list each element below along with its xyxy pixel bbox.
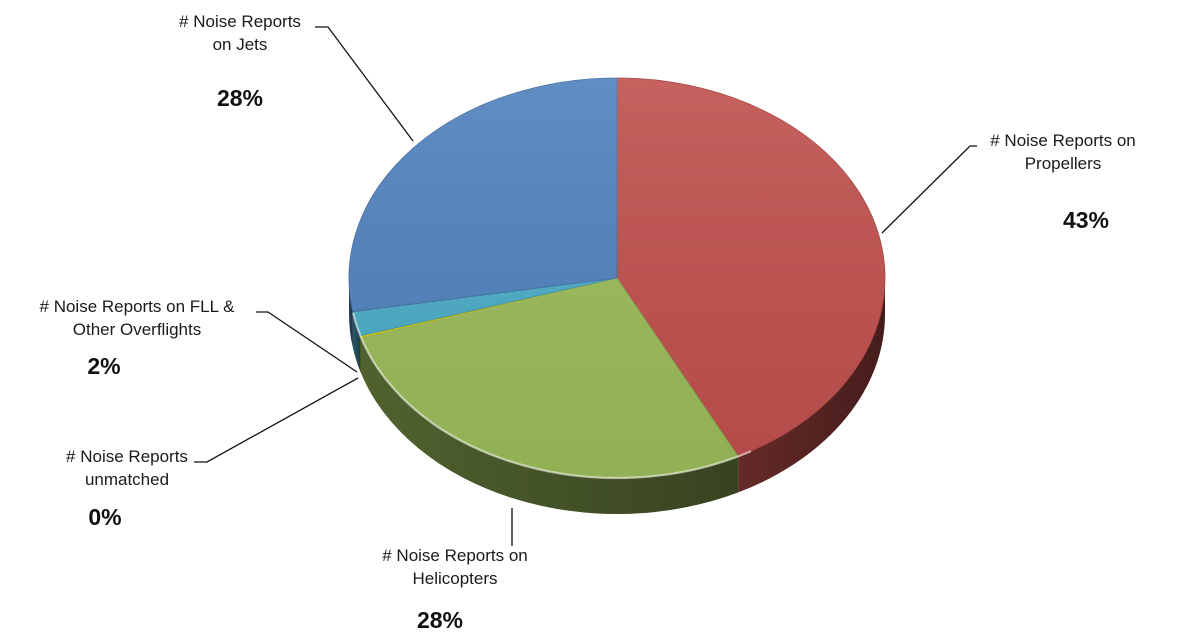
- leader-line-unmatched: [194, 377, 359, 463]
- slice-label-helicopters-0: # Noise Reports on: [382, 546, 528, 565]
- slice-label-unmatched-1: unmatched: [85, 470, 169, 489]
- slice-label-propellers-0: # Noise Reports on: [990, 131, 1136, 150]
- pie-tops: [348, 77, 886, 479]
- slice-side-shade-helicopters: [361, 337, 739, 514]
- slice-value-fll-overflights: 2%: [87, 353, 120, 379]
- slice-label-jets-0: # Noise Reports: [179, 12, 301, 31]
- slice-label-helicopters-1: Helicopters: [412, 569, 497, 588]
- slice-value-propellers: 43%: [1063, 207, 1109, 233]
- slice-label-unmatched-0: # Noise Reports: [66, 447, 188, 466]
- pie-rim: [352, 312, 752, 480]
- slice-side-shade-propellers: [738, 278, 885, 493]
- slice-label-propellers-1: Propellers: [1025, 154, 1102, 173]
- pie-rim-highlight: [352, 312, 752, 480]
- leader-lines: [194, 26, 977, 546]
- slice-value-unmatched: 0%: [88, 504, 121, 530]
- slice-value-helicopters: 28%: [417, 607, 463, 633]
- leader-line-propellers: [881, 145, 977, 234]
- slice-side-shade-fll-overflights: [352, 311, 361, 372]
- slice-value-jets: 28%: [217, 85, 263, 111]
- slice-label-fll-overflights-0: # Noise Reports on FLL &: [40, 297, 236, 316]
- slice-label-fll-overflights-1: Other Overflights: [73, 320, 202, 339]
- slice-label-jets-1: on Jets: [213, 35, 268, 54]
- leader-line-fll-overflights: [256, 311, 358, 373]
- pie-sides: [349, 278, 885, 514]
- pie-top-sheen: [349, 78, 885, 478]
- leader-line-jets: [315, 26, 414, 142]
- slice-labels: # Noise Reports on Propellers 43% # Noise R…: [40, 12, 1136, 633]
- slice-side-shade-unmatched: [360, 335, 362, 374]
